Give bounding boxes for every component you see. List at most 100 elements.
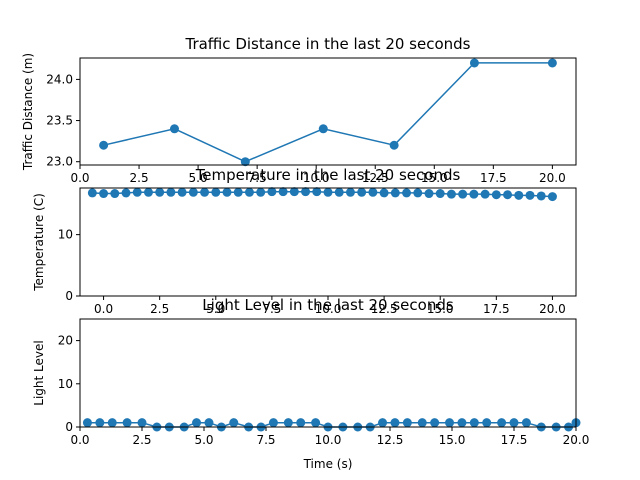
data-point: [301, 187, 311, 197]
data-point: [334, 187, 344, 197]
x-tick-label: 15.0: [439, 433, 466, 447]
data-point: [283, 418, 293, 428]
data-point: [200, 187, 210, 197]
data-point: [521, 418, 531, 428]
data-point: [345, 187, 355, 197]
data-point: [166, 187, 176, 197]
data-point: [390, 418, 400, 428]
subplot-temperature: 0.0 2.5 5.0 7.5 10.0 12.5 15.0 17.5 20.0 0 10 Temp…: [32, 166, 577, 316]
data-point: [107, 418, 117, 428]
data-point: [311, 418, 321, 428]
x-tick-label: 5.0: [189, 171, 208, 185]
data-point: [497, 418, 507, 428]
data-point: [177, 187, 187, 197]
data-point: [233, 187, 243, 197]
data-point: [480, 189, 490, 199]
x-tick-label: 17.5: [483, 302, 510, 316]
x-tick-label: 5.0: [206, 302, 225, 316]
x-tick-label: 10.0: [315, 433, 342, 447]
data-point: [457, 418, 467, 428]
x-tick-label: 10.0: [315, 302, 342, 316]
data-point: [87, 188, 97, 198]
x-tick-label: 20.0: [539, 171, 566, 185]
x-tick-label: 15.0: [421, 171, 448, 185]
data-point: [536, 191, 546, 201]
y-tick-label: 23.5: [46, 114, 73, 128]
data-point: [99, 140, 109, 150]
data-point: [413, 188, 423, 198]
plot-area: 0.0 2.5 5.0 7.5 10.0 12.5 15.0 17.5 20.0 0 10: [58, 187, 566, 316]
axes-frame: [79, 57, 577, 166]
axes-frame: [79, 187, 577, 297]
data-point: [482, 418, 492, 428]
data-point: [95, 418, 105, 428]
plot-area: 0.0 2.5 5.0 7.5 10.0 12.5 15.0 17.5 20.0 0 10 20: [58, 334, 590, 447]
x-tick-label: 17.5: [480, 171, 507, 185]
x-tick-label: 5.0: [194, 433, 213, 447]
x-tick-label: 2.5: [130, 171, 149, 185]
data-point: [155, 187, 165, 197]
data-point: [435, 189, 445, 199]
y-tick-label: 24.0: [46, 72, 73, 86]
data-point: [469, 189, 479, 199]
x-tick-label: 12.5: [362, 171, 389, 185]
data-point: [469, 418, 479, 428]
data-point: [445, 418, 455, 428]
data-point: [402, 418, 412, 428]
data-point: [378, 418, 388, 428]
y-tick-label: 0: [65, 289, 73, 303]
data-point: [229, 418, 239, 428]
data-point: [82, 418, 92, 428]
data-point: [379, 188, 389, 198]
chart-title: Light Level in the last 20 seconds: [202, 296, 454, 314]
data-point: [240, 157, 250, 167]
data-point: [509, 418, 519, 428]
y-tick-label: 23.0: [46, 155, 73, 169]
y-tick-label: 20: [58, 334, 73, 348]
data-point: [430, 418, 440, 428]
data-point: [211, 187, 221, 197]
data-point: [323, 187, 333, 197]
data-point: [268, 418, 278, 428]
x-tick-label: 0.0: [94, 302, 113, 316]
data-point: [389, 140, 399, 150]
y-axis-label: Traffic Distance (m): [21, 53, 35, 171]
data-point: [244, 187, 254, 197]
data-point: [402, 188, 412, 198]
data-point: [491, 190, 501, 200]
data-point: [368, 187, 378, 197]
data-point: [357, 187, 367, 197]
data-point: [312, 187, 322, 197]
x-tick-label: 2.5: [150, 302, 169, 316]
subplot-light-level: 0.0 2.5 5.0 7.5 10.0 12.5 15.0 17.5 20.0 0 10 20 Li…: [32, 296, 589, 471]
data-point: [169, 124, 179, 134]
x-tick-label: 0.0: [70, 171, 89, 185]
x-tick-label: 0.0: [70, 433, 89, 447]
x-tick-label: 15.0: [427, 302, 454, 316]
x-tick-label: 10.0: [303, 171, 330, 185]
data-point: [525, 190, 535, 200]
data-point: [417, 418, 427, 428]
x-tick-label: 12.5: [377, 433, 404, 447]
data-point: [296, 418, 306, 428]
data-point: [121, 188, 131, 198]
data-point: [318, 124, 328, 134]
data-point: [424, 189, 434, 199]
x-tick-label: 17.5: [501, 433, 528, 447]
y-tick-label: 10: [58, 377, 73, 391]
data-point: [278, 187, 288, 197]
x-tick-label: 7.5: [248, 171, 267, 185]
subplot-traffic-distance: Traffic Distance in the last 20 seconds …: [21, 35, 577, 185]
data-point: [132, 187, 142, 197]
chart-title: Traffic Distance in the last 20 seconds: [184, 35, 470, 53]
data-point: [99, 189, 109, 199]
data-point: [547, 58, 557, 68]
data-point: [547, 192, 557, 202]
data-point: [514, 190, 524, 200]
data-point: [267, 187, 277, 197]
data-point: [204, 418, 214, 428]
y-axis-label: Temperature (C): [32, 193, 46, 292]
data-point: [143, 187, 153, 197]
axes-frame: [79, 318, 577, 428]
